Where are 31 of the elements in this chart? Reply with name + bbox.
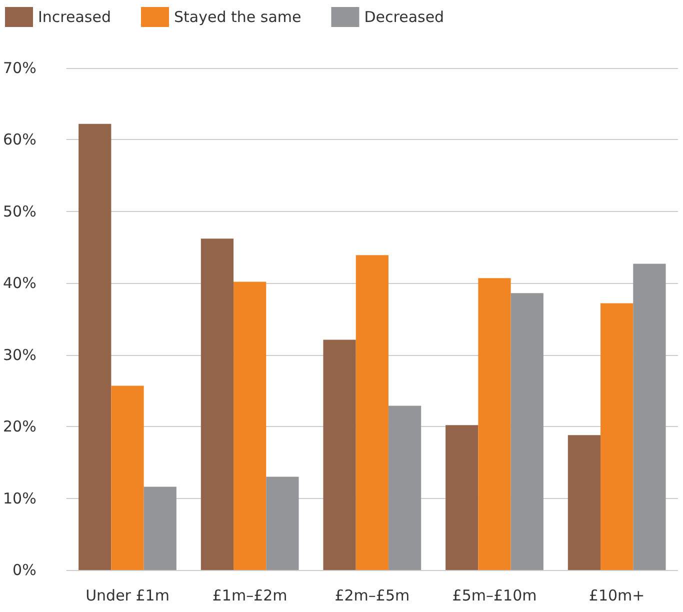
bar (323, 340, 356, 570)
y-tick-label: 50% (2, 202, 36, 220)
bar (633, 264, 666, 570)
bar (200, 238, 234, 570)
bar (266, 476, 299, 570)
x-tick-label: £10m+ (588, 586, 645, 604)
legend-label: Increased (38, 8, 112, 26)
bar (600, 303, 634, 570)
y-tick-label: 60% (2, 130, 36, 149)
x-tick-label: £5m–£10m (452, 586, 537, 604)
bar (111, 386, 144, 570)
y-tick-label: 40% (2, 274, 36, 292)
y-tick-label: 10% (2, 489, 36, 508)
bar (388, 406, 422, 570)
x-tick-label: £1m–£2m (212, 586, 288, 604)
y-tick-label: 20% (2, 418, 36, 436)
bar (568, 435, 601, 570)
y-tick-label: 0% (12, 561, 36, 579)
x-tick-label: Under £1m (86, 586, 170, 604)
bar (478, 278, 511, 570)
legend-label: Decreased (364, 8, 444, 26)
legend-label: Stayed the same (174, 8, 302, 26)
x-tick-label: £2m–£5m (334, 586, 410, 604)
bar (446, 425, 478, 570)
bar (144, 486, 176, 570)
bar (510, 293, 544, 570)
y-tick-label: 70% (2, 59, 36, 77)
bar (78, 124, 112, 570)
y-tick-label: 30% (2, 346, 36, 364)
bar (234, 282, 266, 570)
bar (356, 255, 388, 570)
